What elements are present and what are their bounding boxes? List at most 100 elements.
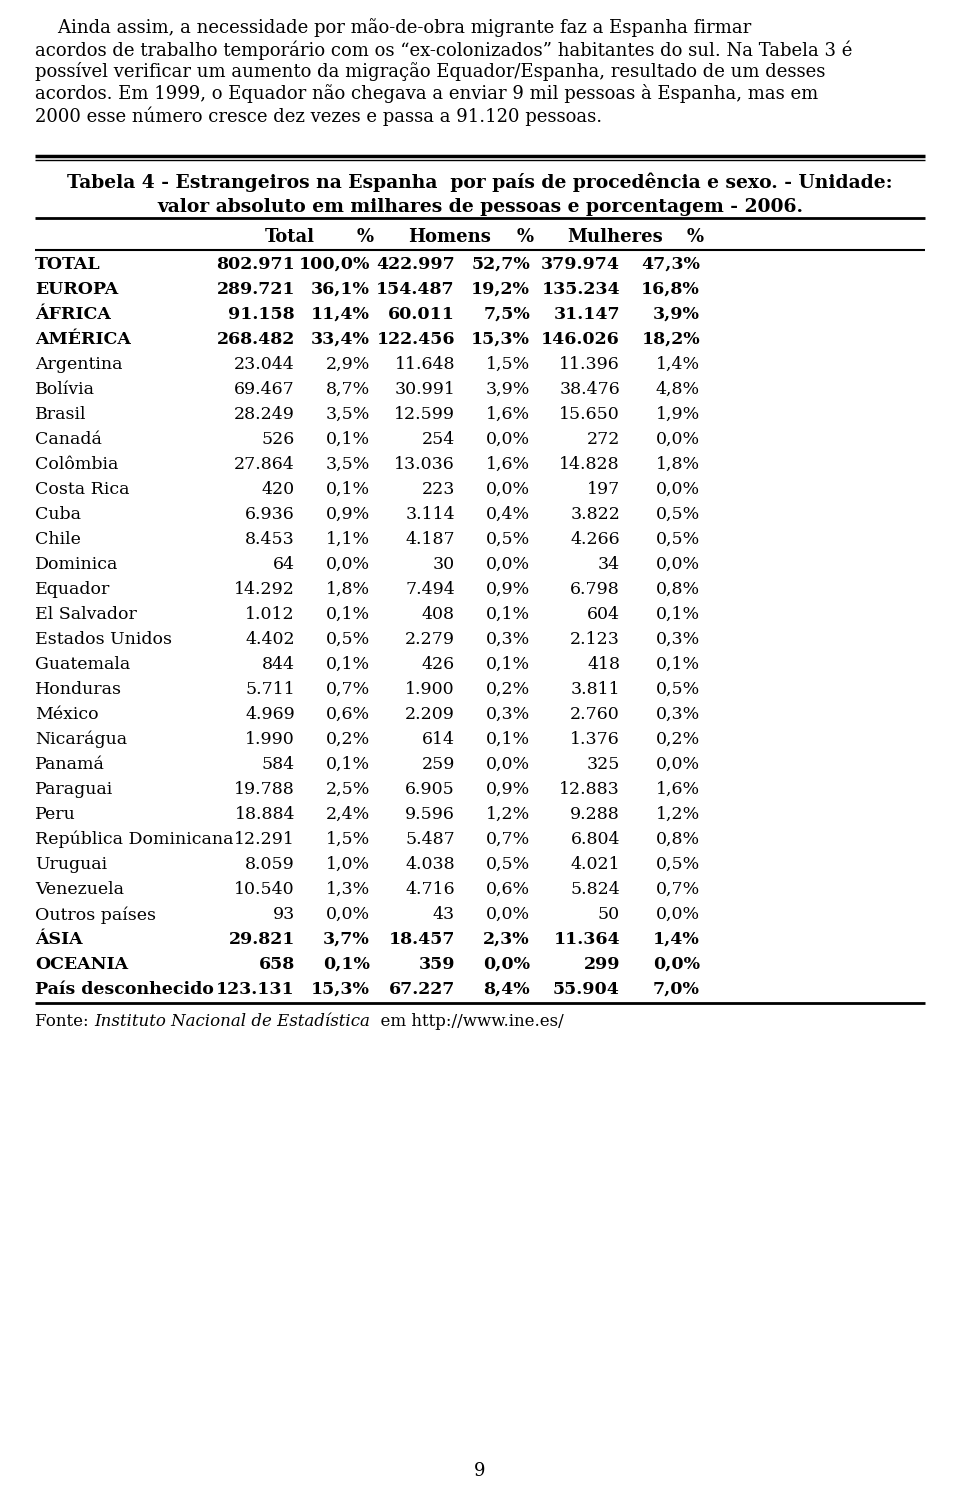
Text: Ainda assim, a necessidade por mão-de-obra migrante faz a Espanha firmar: Ainda assim, a necessidade por mão-de-ob…	[35, 18, 752, 38]
Text: 8.453: 8.453	[245, 531, 295, 547]
Text: 16,8%: 16,8%	[641, 281, 700, 298]
Text: República Dominicana: República Dominicana	[35, 832, 233, 848]
Text: 64: 64	[273, 556, 295, 573]
Text: 27.864: 27.864	[234, 456, 295, 472]
Text: Estados Unidos: Estados Unidos	[35, 632, 172, 648]
Text: El Salvador: El Salvador	[35, 606, 137, 623]
Text: 3,7%: 3,7%	[324, 931, 370, 948]
Text: 272: 272	[587, 432, 620, 448]
Text: 15.650: 15.650	[560, 406, 620, 423]
Text: 802.971: 802.971	[216, 256, 295, 274]
Text: acordos de trabalho temporário com os “ex-colonizados” habitantes do sul. Na Tab: acordos de trabalho temporário com os “e…	[35, 41, 852, 60]
Text: 2.279: 2.279	[405, 632, 455, 648]
Text: 0,1%: 0,1%	[325, 757, 370, 773]
Text: %: %	[686, 229, 704, 247]
Text: Outros países: Outros países	[35, 905, 156, 923]
Text: Bolívia: Bolívia	[35, 381, 95, 399]
Text: ÁFRICA: ÁFRICA	[35, 305, 110, 323]
Text: 34: 34	[598, 556, 620, 573]
Text: 0,1%: 0,1%	[325, 481, 370, 498]
Text: Argentina: Argentina	[35, 356, 123, 373]
Text: 33,4%: 33,4%	[311, 331, 370, 347]
Text: 12.291: 12.291	[234, 832, 295, 848]
Text: 0,0%: 0,0%	[325, 905, 370, 923]
Text: 36,1%: 36,1%	[311, 281, 370, 298]
Text: 1,6%: 1,6%	[486, 406, 530, 423]
Text: 0,0%: 0,0%	[486, 556, 530, 573]
Text: 418: 418	[587, 656, 620, 672]
Text: 0,0%: 0,0%	[325, 556, 370, 573]
Text: Honduras: Honduras	[35, 681, 122, 698]
Text: Cuba: Cuba	[35, 505, 81, 523]
Text: 2.123: 2.123	[570, 632, 620, 648]
Text: 1,8%: 1,8%	[325, 581, 370, 599]
Text: 69.467: 69.467	[234, 381, 295, 399]
Text: 47,3%: 47,3%	[641, 256, 700, 274]
Text: 154.487: 154.487	[376, 281, 455, 298]
Text: 15,3%: 15,3%	[471, 331, 530, 347]
Text: 38.476: 38.476	[560, 381, 620, 399]
Text: 0,0%: 0,0%	[656, 432, 700, 448]
Text: 0,0%: 0,0%	[486, 481, 530, 498]
Text: 3,5%: 3,5%	[325, 406, 370, 423]
Text: 8,7%: 8,7%	[325, 381, 370, 399]
Text: 0,7%: 0,7%	[486, 832, 530, 848]
Text: 0,0%: 0,0%	[656, 481, 700, 498]
Text: 259: 259	[421, 757, 455, 773]
Text: 6.905: 6.905	[405, 781, 455, 799]
Text: 9: 9	[474, 1462, 486, 1480]
Text: 844: 844	[262, 656, 295, 672]
Text: 3,9%: 3,9%	[653, 305, 700, 323]
Text: 0,5%: 0,5%	[656, 505, 700, 523]
Text: 0,9%: 0,9%	[486, 781, 530, 799]
Text: 4.969: 4.969	[245, 705, 295, 723]
Text: 14.292: 14.292	[234, 581, 295, 599]
Text: 0,1%: 0,1%	[325, 432, 370, 448]
Text: Instituto Nacional de Estadística: Instituto Nacional de Estadística	[94, 1014, 370, 1030]
Text: 2,4%: 2,4%	[325, 806, 370, 823]
Text: 19.788: 19.788	[234, 781, 295, 799]
Text: 1.990: 1.990	[245, 731, 295, 747]
Text: 0,1%: 0,1%	[486, 731, 530, 747]
Text: 1,9%: 1,9%	[656, 406, 700, 423]
Text: 7.494: 7.494	[405, 581, 455, 599]
Text: 0,5%: 0,5%	[486, 531, 530, 547]
Text: TOTAL: TOTAL	[35, 256, 101, 274]
Text: 30.991: 30.991	[395, 381, 455, 399]
Text: 0,1%: 0,1%	[486, 656, 530, 672]
Text: 1.900: 1.900	[405, 681, 455, 698]
Text: 0,3%: 0,3%	[656, 632, 700, 648]
Text: 299: 299	[584, 957, 620, 973]
Text: 3,9%: 3,9%	[486, 381, 530, 399]
Text: 55.904: 55.904	[553, 981, 620, 999]
Text: 197: 197	[587, 481, 620, 498]
Text: 23.044: 23.044	[234, 356, 295, 373]
Text: Uruguai: Uruguai	[35, 856, 108, 872]
Text: 31.147: 31.147	[553, 305, 620, 323]
Text: 11.648: 11.648	[395, 356, 455, 373]
Text: 7,0%: 7,0%	[653, 981, 700, 999]
Text: 0,1%: 0,1%	[325, 606, 370, 623]
Text: %: %	[516, 229, 534, 247]
Text: 0,9%: 0,9%	[486, 581, 530, 599]
Text: 5.824: 5.824	[570, 881, 620, 898]
Text: AMÉRICA: AMÉRICA	[35, 331, 131, 347]
Text: 614: 614	[422, 731, 455, 747]
Text: Canadá: Canadá	[35, 432, 102, 448]
Text: 2.209: 2.209	[405, 705, 455, 723]
Text: 0,1%: 0,1%	[656, 656, 700, 672]
Text: 0,7%: 0,7%	[656, 881, 700, 898]
Text: 6.936: 6.936	[245, 505, 295, 523]
Text: 12.599: 12.599	[394, 406, 455, 423]
Text: 0,6%: 0,6%	[486, 881, 530, 898]
Text: 1,4%: 1,4%	[653, 931, 700, 948]
Text: 0,0%: 0,0%	[486, 432, 530, 448]
Text: Nicarágua: Nicarágua	[35, 731, 127, 749]
Text: 13.036: 13.036	[395, 456, 455, 472]
Text: acordos. Em 1999, o Equador não chegava a enviar 9 mil pessoas à Espanha, mas em: acordos. Em 1999, o Equador não chegava …	[35, 84, 818, 102]
Text: 100,0%: 100,0%	[299, 256, 370, 274]
Text: 123.131: 123.131	[216, 981, 295, 999]
Text: 0,0%: 0,0%	[486, 905, 530, 923]
Text: 0,5%: 0,5%	[656, 681, 700, 698]
Text: 2,3%: 2,3%	[484, 931, 530, 948]
